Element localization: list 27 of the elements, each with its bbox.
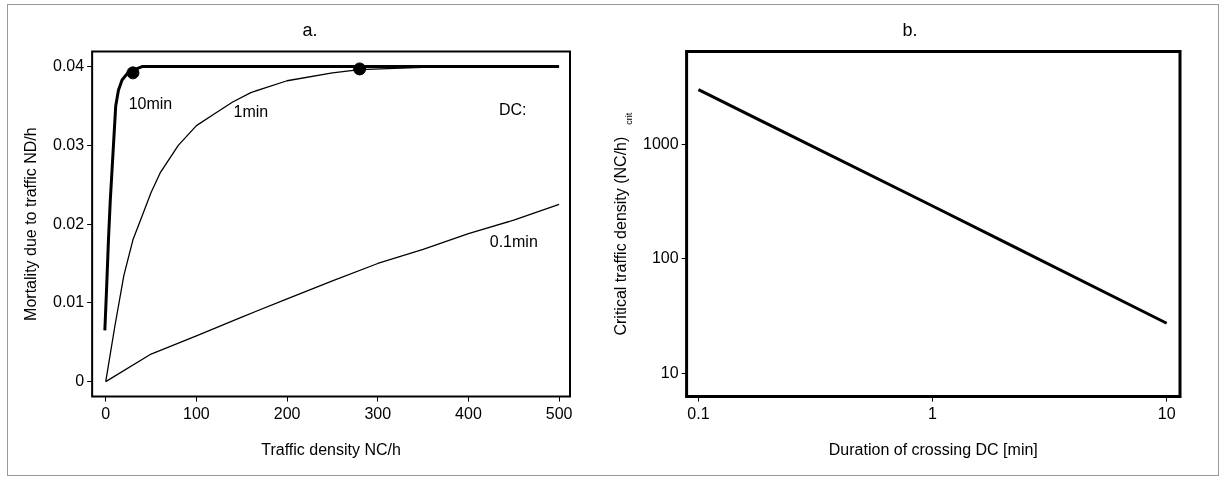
y-tick-label: 1000	[643, 134, 679, 152]
y-axis-title: Critical traffic density (NC/h)crit	[612, 112, 635, 336]
x-axis-title: Traffic density NC/h	[261, 440, 401, 458]
series-label: 1min	[233, 102, 269, 120]
y-tick-label: 100	[651, 249, 679, 267]
y-tick-label: 0.02	[53, 214, 85, 232]
annotation: DC:	[498, 100, 527, 118]
x-tick-label: 400	[455, 404, 482, 422]
x-tick-label: 200	[273, 404, 301, 422]
x-tick-label: 500	[545, 404, 573, 422]
y-axis-title: Mortality due to traffic ND/h	[22, 127, 40, 321]
x-tick-label: 0	[101, 404, 111, 422]
y-tick-label: 10	[660, 364, 679, 382]
x-tick-label: 0.1	[687, 404, 710, 422]
chart-title: a.	[302, 19, 318, 40]
series-label: 10min	[128, 94, 173, 112]
y-tick-label: 0	[75, 372, 85, 390]
y-tick-label: 0.03	[53, 135, 85, 153]
x-axis-title: Duration of crossing DC [min]	[828, 440, 1038, 458]
x-tick-label: 1	[928, 404, 938, 422]
x-tick-label: 100	[183, 404, 210, 422]
chart-title: b.	[902, 19, 918, 40]
series-label: 0.1min	[489, 232, 538, 250]
y-tick-label: 0.01	[53, 293, 85, 311]
x-tick-label: 10	[1157, 404, 1176, 422]
x-tick-label: 300	[364, 404, 392, 422]
y-tick-label: 0.04	[53, 56, 85, 74]
